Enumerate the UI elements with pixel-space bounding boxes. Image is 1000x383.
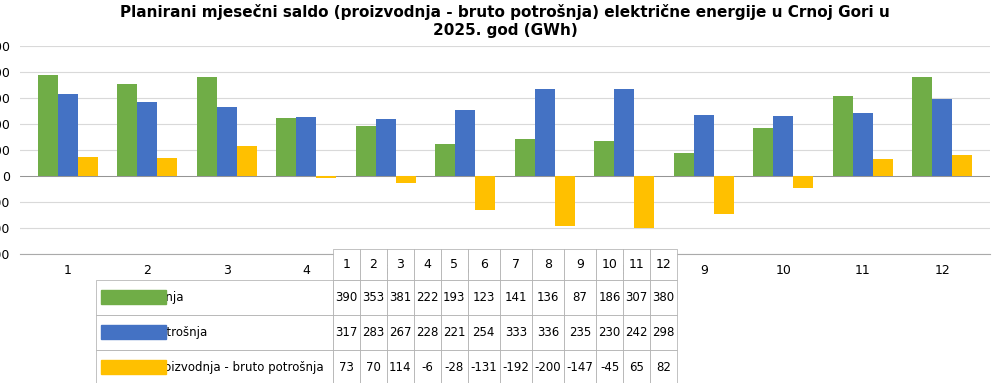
Bar xyxy=(217,106,237,176)
Bar xyxy=(396,176,416,183)
Bar xyxy=(316,176,336,178)
Bar xyxy=(58,93,78,176)
Bar xyxy=(853,113,873,176)
Bar xyxy=(475,176,495,210)
Bar xyxy=(674,154,694,176)
Bar xyxy=(912,77,932,176)
Bar xyxy=(753,128,773,176)
Bar xyxy=(515,139,535,176)
Bar xyxy=(873,159,893,176)
Bar xyxy=(833,96,853,176)
Bar xyxy=(38,75,58,176)
Bar xyxy=(356,126,376,176)
Bar xyxy=(714,176,734,214)
Bar xyxy=(932,98,952,176)
FancyBboxPatch shape xyxy=(101,325,166,339)
Bar xyxy=(694,115,714,176)
Bar xyxy=(455,110,475,176)
Bar xyxy=(594,141,614,176)
Bar xyxy=(237,146,257,176)
Bar xyxy=(952,155,972,176)
Bar xyxy=(634,176,654,228)
Bar xyxy=(555,176,575,226)
FancyBboxPatch shape xyxy=(101,360,166,374)
Bar xyxy=(78,157,98,176)
Bar xyxy=(435,144,455,176)
Title: Planirani mjesečni saldo (proizvodnja - bruto potrošnja) električne energije u C: Planirani mjesečni saldo (proizvodnja - … xyxy=(120,5,890,38)
Bar xyxy=(296,117,316,176)
Bar xyxy=(535,90,555,176)
Bar xyxy=(137,102,157,176)
Bar xyxy=(197,77,217,176)
FancyBboxPatch shape xyxy=(101,290,166,304)
Bar xyxy=(793,176,813,188)
Bar xyxy=(276,118,296,176)
Bar xyxy=(376,119,396,176)
Bar xyxy=(117,84,137,176)
Bar xyxy=(773,116,793,176)
Bar xyxy=(614,88,634,176)
Bar xyxy=(157,158,177,176)
